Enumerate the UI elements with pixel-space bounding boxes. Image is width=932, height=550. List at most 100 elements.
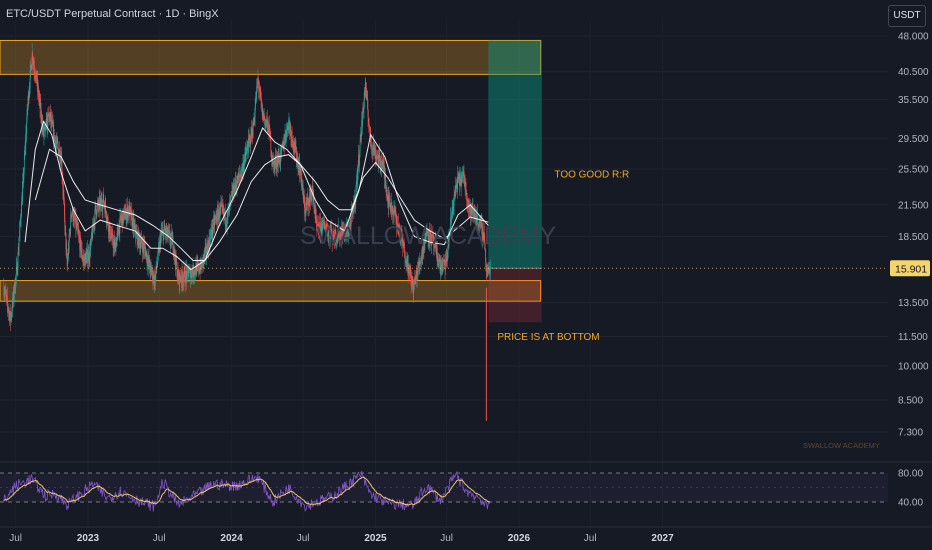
candle-body <box>282 141 284 147</box>
candle-body <box>464 182 466 188</box>
candle-body <box>233 183 235 195</box>
candle-body <box>379 153 381 157</box>
candle-body <box>62 189 64 192</box>
candle-body <box>301 186 303 188</box>
candle-body <box>342 228 344 240</box>
candle-body <box>59 160 61 162</box>
candle-body <box>416 270 417 275</box>
candle-body <box>338 227 339 238</box>
candle-body <box>430 242 432 244</box>
candle-body <box>487 269 488 273</box>
candle-body <box>268 125 270 135</box>
candle-body <box>166 231 167 234</box>
candle-body <box>113 240 115 250</box>
profit-area <box>488 40 542 269</box>
candle-body <box>235 179 236 189</box>
y-tick-label: 25.500 <box>898 164 929 175</box>
candle-body <box>14 288 16 292</box>
candle-body <box>317 224 319 225</box>
candle-body <box>402 241 404 246</box>
candle-body <box>331 232 333 242</box>
candle-body <box>320 224 322 228</box>
candle-body <box>102 194 104 201</box>
candle-body <box>385 182 387 190</box>
candle-body <box>72 209 74 215</box>
candle-body <box>13 293 15 299</box>
candle-body <box>50 112 51 122</box>
candle-body <box>205 246 207 255</box>
position-tool[interactable] <box>488 40 542 323</box>
candle-body <box>400 229 401 234</box>
candle-body <box>303 193 304 202</box>
candle-body <box>449 235 450 237</box>
candle-body <box>80 240 82 254</box>
candle-body <box>289 123 291 131</box>
candle-body <box>313 193 315 203</box>
candle-body <box>19 221 21 231</box>
candle-body <box>329 230 330 232</box>
candle-body <box>67 261 68 267</box>
candle-body <box>108 224 110 233</box>
candle-body <box>268 124 269 133</box>
candle-body <box>447 239 449 252</box>
candle-body <box>296 158 298 162</box>
candle-body <box>27 109 28 110</box>
candle-body <box>386 189 388 200</box>
candle-body <box>360 134 362 141</box>
currency-button[interactable]: USDT <box>888 5 926 27</box>
candle-body <box>358 158 360 164</box>
candle-body <box>20 220 21 222</box>
candle-body <box>57 142 59 145</box>
candle-body <box>376 156 378 160</box>
candle-body <box>124 210 125 220</box>
candle-body <box>242 162 244 172</box>
candle-body <box>474 216 476 218</box>
candle-body <box>138 232 140 246</box>
candle-body <box>225 223 227 227</box>
candle-body <box>207 242 209 245</box>
candle-body <box>202 258 203 259</box>
candle-body <box>13 291 15 299</box>
candle-body <box>88 260 90 262</box>
candle-body <box>185 270 187 274</box>
candle-body <box>333 239 334 241</box>
candle-body <box>238 173 240 177</box>
candle-body <box>337 233 339 238</box>
candle-body <box>192 264 194 277</box>
candle-body <box>162 229 164 232</box>
candle-body <box>247 150 249 153</box>
candle-body <box>427 233 429 236</box>
brand-text: SWALLOW ACADEMY <box>803 441 880 450</box>
candle-body <box>165 230 166 234</box>
candle-body <box>58 153 60 156</box>
candle-body <box>462 174 464 176</box>
candle-body <box>54 137 56 141</box>
candle-body <box>274 161 276 164</box>
candle-body <box>227 210 229 214</box>
candle-body <box>125 207 127 214</box>
candle-body <box>114 244 116 250</box>
resistance-zone <box>0 39 542 75</box>
candle-body <box>485 249 486 263</box>
candle-body <box>15 277 16 289</box>
candle-body <box>322 223 323 233</box>
candle-body <box>150 264 151 273</box>
y-tick-label: 8.500 <box>898 395 923 406</box>
candle-body <box>120 215 121 219</box>
candle-body <box>285 137 287 140</box>
candle-body <box>43 132 45 136</box>
candle-body <box>214 217 216 220</box>
x-tick-label: Jul <box>297 533 310 544</box>
candle-body <box>333 229 335 238</box>
candle-body <box>463 172 464 174</box>
candle-body <box>230 195 232 199</box>
candle-body <box>16 264 18 268</box>
candle-body <box>421 252 423 255</box>
candle-body <box>372 149 374 152</box>
candle-body <box>405 257 406 263</box>
candle-body <box>51 120 53 122</box>
candle-body <box>307 197 309 200</box>
candle-body <box>425 230 427 243</box>
candle-body <box>115 242 117 246</box>
